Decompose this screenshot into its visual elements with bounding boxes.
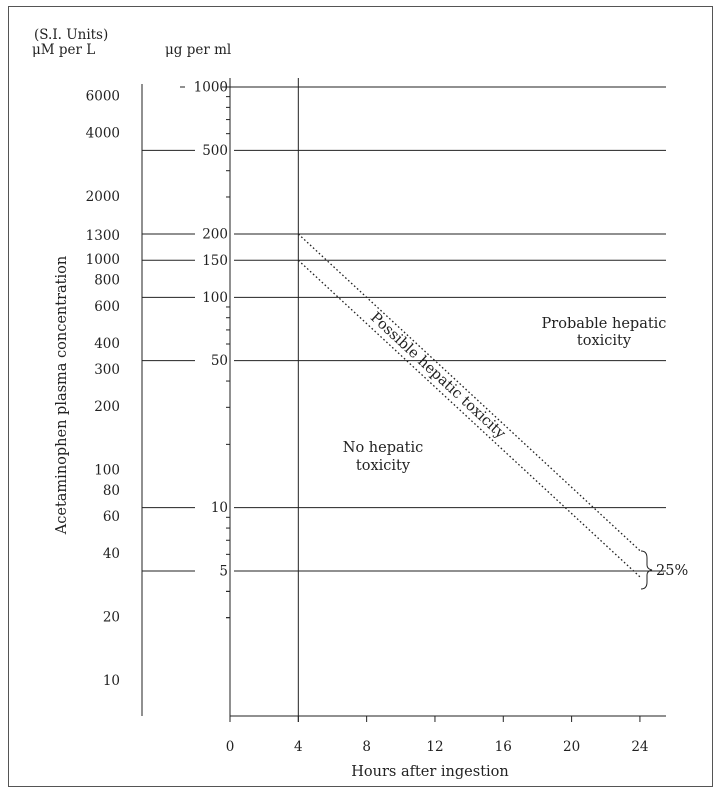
- si-tick-label: 100: [94, 462, 120, 478]
- si-tick-label: 80: [103, 483, 120, 499]
- si-tick-label: 400: [94, 336, 120, 352]
- x-tick-labels: 0 4 8 12 16 20 24: [226, 739, 649, 755]
- si-tick-labels: 6000 4000 2000 1300 1000 800 600 400 300 200 100 80…: [86, 88, 120, 688]
- probable-toxicity-label-2: toxicity: [577, 333, 632, 349]
- si-tick-label: 10: [103, 673, 120, 689]
- si-units-header-line-1: (S.I. Units): [34, 27, 108, 43]
- chart-frame: [8, 6, 713, 787]
- gridlines: [142, 86, 666, 572]
- possible-toxicity-label: Possible hepatic toxicity: [367, 310, 509, 443]
- x-tick-label: 24: [631, 739, 648, 755]
- y-axis-label: Acetaminophen plasma concentration: [54, 256, 70, 535]
- bracket-label: 25%: [656, 563, 688, 579]
- ug-tick-label: 150: [202, 253, 228, 269]
- si-tick-label: 200: [94, 399, 120, 415]
- x-tick-label: 4: [294, 739, 303, 755]
- x-tick-label: 20: [563, 739, 580, 755]
- si-tick-label: 6000: [86, 88, 120, 104]
- si-tick-label: 20: [103, 609, 120, 625]
- probable-toxicity-label-1: Probable hepatic: [542, 316, 667, 332]
- ug-tick-label: 1000: [194, 80, 228, 96]
- lower-threshold-line: [297, 259, 641, 578]
- ug-tick-label: 100: [202, 290, 228, 306]
- mass-units-header: μg per ml: [165, 42, 231, 58]
- no-toxicity-label-2: toxicity: [356, 458, 411, 474]
- no-toxicity-label-1: No hepatic: [343, 440, 423, 456]
- x-tick-label: 0: [226, 739, 235, 755]
- si-tick-label: 2000: [86, 189, 120, 205]
- ug-tick-label: 500: [202, 143, 228, 159]
- threshold-lines: [297, 233, 641, 578]
- x-tick-label: 16: [495, 739, 512, 755]
- si-tick-label: 1300: [86, 228, 120, 244]
- axes: [141, 78, 666, 722]
- si-tick-label: 800: [94, 272, 120, 288]
- x-tick-label: 12: [426, 739, 443, 755]
- x-axis-label: Hours after ingestion: [351, 764, 508, 780]
- si-tick-label: 40: [103, 546, 120, 562]
- ug-tick-labels: 1000 500 200 150 100 50 10 5: [194, 80, 228, 580]
- si-tick-label: 4000: [86, 125, 120, 141]
- ug-tick-label: 10: [211, 500, 228, 516]
- si-tick-label: 1000: [86, 252, 120, 268]
- ug-tick-label: 5: [219, 564, 228, 580]
- ug-tick-label: 50: [211, 353, 228, 369]
- si-tick-label: 600: [94, 299, 120, 315]
- bracket-icon: [640, 550, 653, 590]
- si-units-header-line-2: μM per L: [32, 42, 95, 58]
- si-tick-label: 60: [103, 509, 120, 525]
- x-tick-label: 8: [362, 739, 371, 755]
- si-tick-label: 300: [94, 362, 120, 378]
- upper-threshold-line: [297, 233, 641, 552]
- ug-tick-label: 200: [202, 227, 228, 243]
